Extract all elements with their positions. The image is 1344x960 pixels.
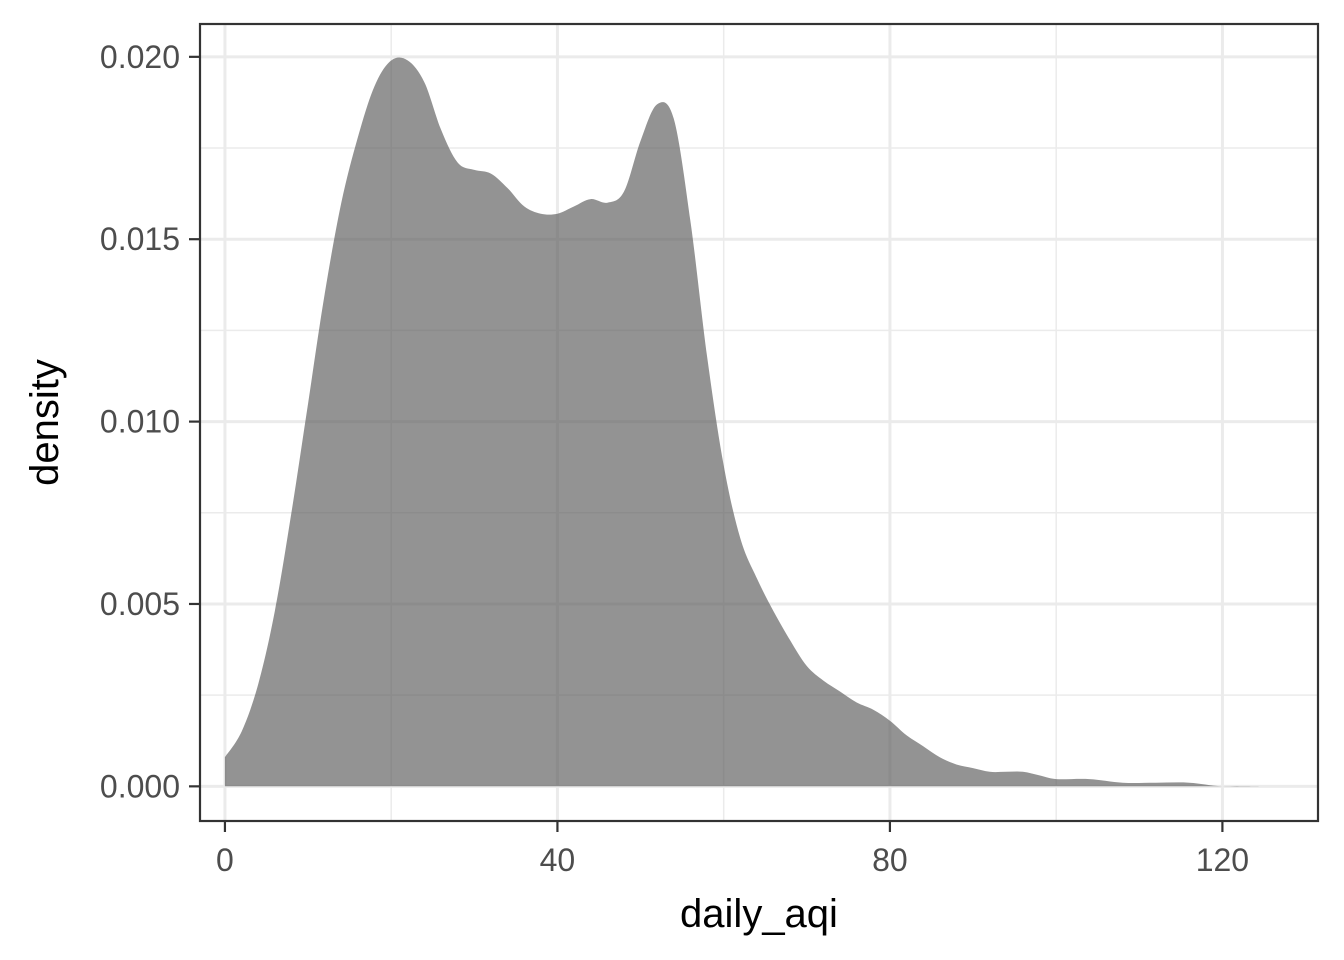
x-tick-label: 120 (1196, 842, 1249, 878)
x-axis-title: daily_aqi (680, 892, 838, 936)
x-tick-label: 80 (872, 842, 908, 878)
y-tick-label: 0.000 (100, 768, 180, 804)
axis-ticks: 0 40 80 120 0.000 0.005 0.010 0.015 0.020 (100, 39, 1249, 878)
y-tick-label: 0.020 (100, 39, 180, 75)
y-tick-label: 0.015 (100, 221, 180, 257)
y-tick-label: 0.010 (100, 404, 180, 440)
y-axis-title: density (23, 359, 67, 486)
x-tick-label: 40 (540, 842, 576, 878)
x-tick-label: 0 (216, 842, 234, 878)
y-tick-label: 0.005 (100, 586, 180, 622)
density-area-layer (224, 57, 1264, 787)
density-area (224, 57, 1264, 787)
